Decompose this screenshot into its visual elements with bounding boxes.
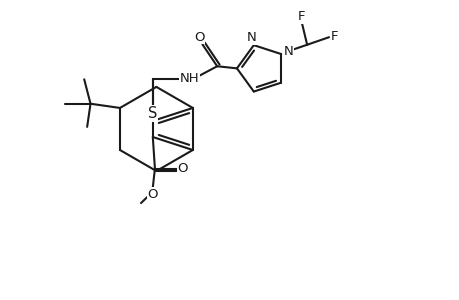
Text: O: O [193, 31, 204, 44]
Text: O: O [147, 188, 158, 201]
Text: S: S [148, 106, 157, 121]
Text: N: N [246, 31, 256, 44]
Text: F: F [330, 30, 338, 43]
Text: NH: NH [179, 72, 199, 86]
Text: O: O [177, 162, 188, 175]
Text: F: F [297, 10, 304, 23]
Text: N: N [283, 45, 293, 58]
